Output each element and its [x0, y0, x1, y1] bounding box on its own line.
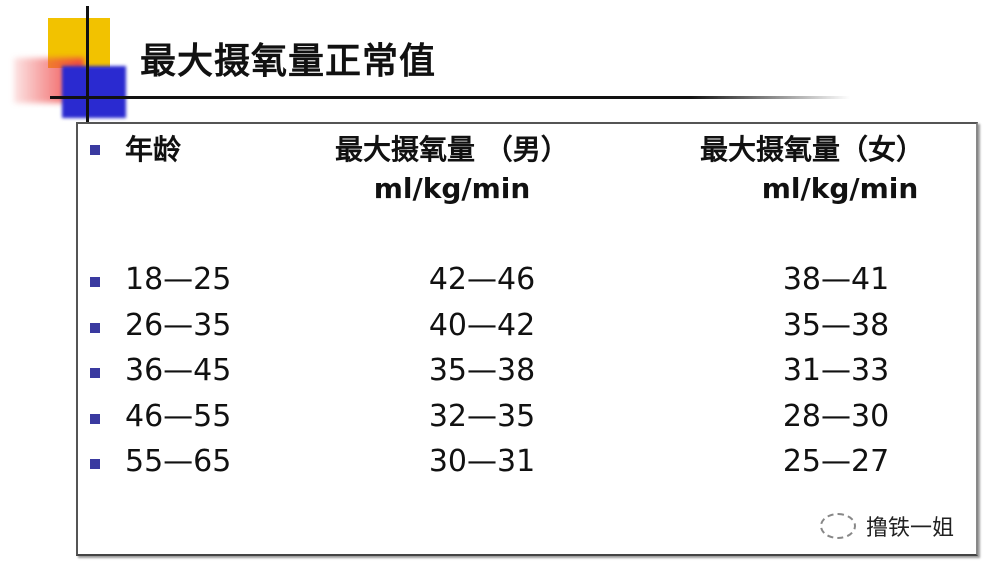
male-value: 30—31: [428, 444, 536, 479]
female-value: 25—27: [782, 444, 890, 479]
female-value: 31—33: [782, 353, 890, 388]
male-value: 32—35: [428, 398, 536, 434]
slide-title: 最大摄氧量正常值: [140, 40, 437, 82]
bullet-icon: [90, 413, 100, 424]
bullet-icon: [90, 322, 100, 333]
header-female: 最大摄氧量（女）: [700, 133, 925, 166]
female-value: 38—41: [782, 262, 890, 297]
bullet-icon: [90, 368, 100, 378]
wechat-icon: [820, 513, 856, 539]
male-value: 40—42: [428, 307, 536, 343]
bullet-icon: [90, 277, 100, 287]
content-box: [76, 122, 978, 556]
bullet-icon: [90, 145, 100, 155]
header-male-unit: ml/kg/min: [373, 172, 531, 205]
male-value: 42—46: [428, 262, 536, 297]
age-range: 36—45: [125, 353, 232, 388]
female-value: 35—38: [782, 307, 890, 343]
age-range: 46—55: [125, 398, 232, 434]
header-female-unit: ml/kg/min: [761, 172, 919, 205]
decor-vertical-line: [86, 6, 89, 122]
header-age: 年龄: [125, 133, 182, 166]
male-value: 35—38: [428, 353, 536, 388]
bullet-icon: [90, 459, 100, 469]
age-range: 26—35: [125, 307, 232, 343]
header-male: 最大摄氧量 （男）: [335, 133, 569, 166]
title-underline: [50, 96, 850, 99]
watermark-text: 撸铁一姐: [866, 516, 955, 541]
decor-blue-square: [62, 66, 126, 118]
age-range: 18—25: [125, 262, 232, 297]
female-value: 28—30: [782, 398, 890, 434]
watermark: 撸铁一姐: [820, 510, 954, 542]
age-range: 55—65: [125, 444, 232, 479]
